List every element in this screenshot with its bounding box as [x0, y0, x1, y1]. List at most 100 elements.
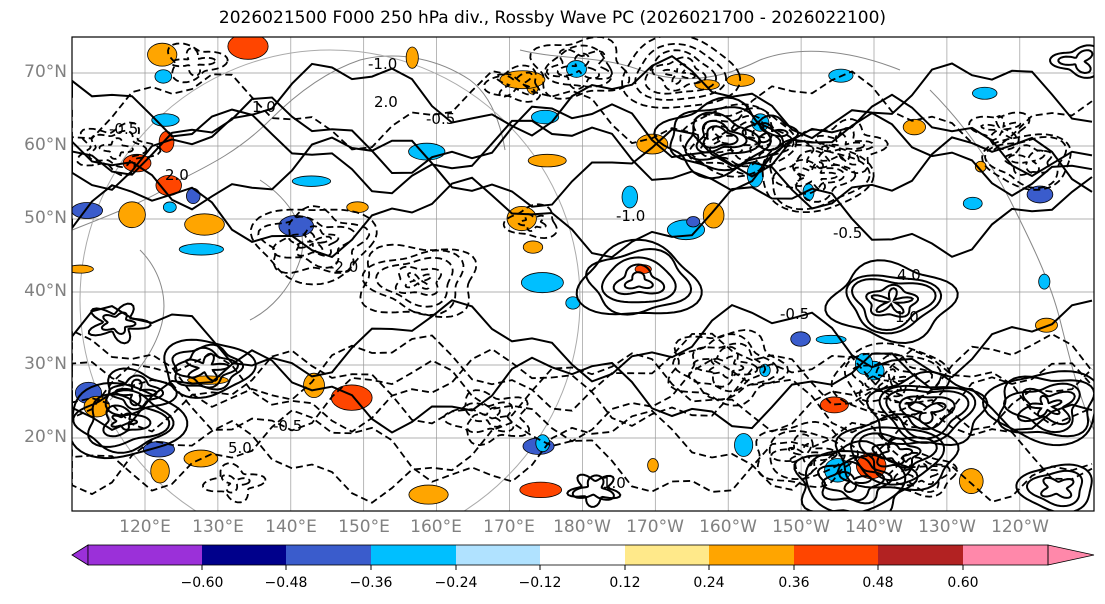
negative-contour — [72, 348, 1093, 433]
positive-contour — [878, 384, 977, 444]
negative-contour — [699, 114, 782, 168]
shading-blob — [519, 481, 563, 498]
positive-contour — [695, 119, 748, 154]
positive-contour — [87, 302, 152, 345]
negative-contour — [688, 342, 767, 393]
lon-label: 170°W — [626, 517, 684, 537]
shading-blob — [959, 468, 984, 494]
shading-blob — [118, 201, 146, 229]
colorbar-tick: −0.60 — [180, 575, 224, 591]
contours-negative — [72, 37, 1093, 504]
colorbar-tick: 0.48 — [862, 575, 894, 591]
negative-contour — [708, 120, 772, 162]
positive-contour — [72, 93, 1093, 178]
colorbar-segment — [286, 545, 371, 565]
positive-contour — [824, 259, 959, 345]
lat-label: 70°N — [24, 62, 67, 82]
shading-blob — [291, 175, 332, 187]
negative-contour — [72, 70, 1093, 153]
contour-label: 2.0 — [374, 93, 398, 111]
negative-contour — [220, 474, 251, 494]
shading-blob — [962, 196, 983, 211]
colorbar-tick: 0.24 — [693, 575, 725, 591]
positive-contour — [834, 413, 960, 492]
map-plot-area: -0.5 -1.0 4.0 5.0 -2.0 -0.5 1.0 -0.5 2.0 -0.5 -1.0… — [72, 37, 1094, 511]
negative-contour — [202, 462, 267, 504]
shading-blob — [506, 205, 537, 232]
positive-contour — [1025, 469, 1084, 508]
positive-contour — [104, 367, 178, 417]
shading-blob — [184, 213, 225, 236]
negative-contour — [820, 132, 866, 162]
negative-contour — [361, 249, 465, 316]
negative-contour — [651, 56, 707, 92]
shading-blob — [154, 69, 173, 84]
negative-contour — [793, 161, 839, 191]
negative-contour — [644, 49, 718, 95]
negative-contour — [830, 342, 952, 419]
colorbar-tick: −0.36 — [349, 575, 393, 591]
contour-label: 5.0 — [228, 439, 252, 457]
positive-contour — [163, 338, 257, 399]
lon-label: 140°W — [845, 517, 903, 537]
contours-positive — [72, 44, 1094, 511]
contour-label: 2.0 — [165, 166, 189, 184]
negative-contour — [295, 230, 333, 254]
colorbar-segment — [625, 545, 709, 565]
negative-contour — [661, 63, 697, 85]
shading-blob — [621, 185, 638, 209]
negative-contour — [770, 433, 838, 477]
lon-label: 180°W — [553, 517, 611, 537]
positive-contour — [612, 263, 666, 296]
negative-contour — [893, 456, 951, 493]
negative-contour — [791, 158, 846, 195]
lon-label: 150°W — [772, 517, 830, 537]
lon-label: 160°W — [699, 517, 757, 537]
negative-contour — [288, 225, 340, 257]
negative-contour — [271, 215, 356, 269]
lat-label: 50°N — [24, 208, 67, 228]
positive-contour — [72, 381, 189, 460]
colorbar-segment — [202, 545, 286, 565]
negative-contour — [1003, 144, 1053, 176]
positive-contour — [72, 176, 1093, 259]
map-title: 2026021500 F000 250 hPa div., Rossby Wav… — [218, 8, 887, 28]
lat-label: 60°N — [24, 135, 67, 155]
shading-blob — [72, 202, 103, 219]
lon-label: 130°W — [918, 517, 976, 537]
colorbar-segment — [456, 545, 540, 565]
shading-blob — [694, 79, 720, 91]
shading-blob — [346, 201, 369, 214]
lon-label: 120°E — [119, 517, 171, 537]
positive-contour — [575, 238, 703, 316]
negative-contour — [471, 406, 503, 428]
positive-contour — [566, 473, 622, 508]
colorbar-segment — [794, 545, 878, 565]
positive-contour — [865, 283, 919, 318]
positive-contour — [997, 375, 1094, 438]
shading-blob — [522, 240, 544, 254]
negative-contour — [621, 37, 741, 109]
colorbar-segment — [540, 545, 625, 565]
positive-contour — [171, 343, 245, 391]
positive-contour — [817, 456, 893, 505]
colorbar — [71, 544, 1095, 570]
shading-blob — [147, 42, 178, 67]
positive-contour — [1015, 463, 1093, 511]
negative-contour — [787, 442, 824, 467]
contour-label: 4.0 — [897, 266, 921, 284]
positive-contour — [571, 474, 615, 501]
negative-contour — [761, 140, 875, 213]
negative-contour — [72, 409, 1093, 492]
negative-contour — [904, 462, 941, 486]
negative-contour — [801, 118, 889, 175]
negative-contour — [543, 44, 613, 88]
positive-contour — [623, 271, 654, 290]
negative-contour — [545, 48, 613, 90]
positive-contour — [741, 114, 800, 152]
negative-contour — [72, 358, 1093, 443]
shading-blob — [527, 153, 567, 168]
negative-contour — [981, 133, 1072, 191]
shading-blob — [702, 202, 725, 229]
